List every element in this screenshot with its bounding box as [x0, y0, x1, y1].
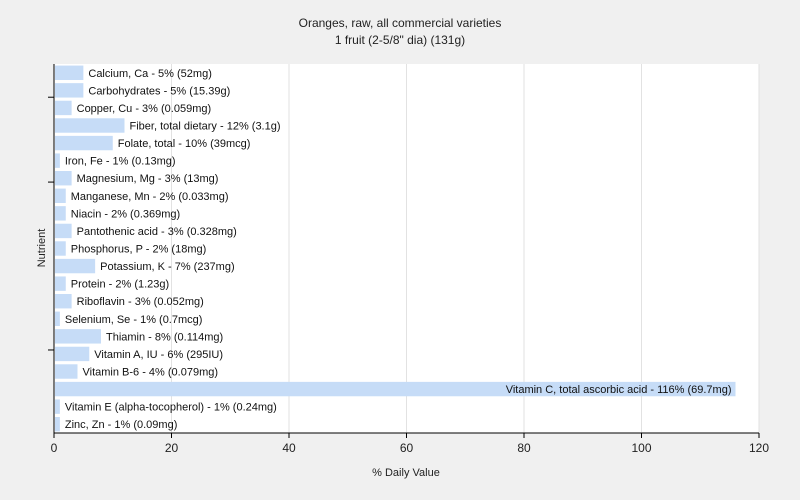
bar-label: Vitamin A, IU - 6% (295IU) — [94, 349, 223, 361]
bar — [55, 153, 60, 168]
x-tick-label: 80 — [517, 441, 531, 455]
x-tick-label: 20 — [165, 441, 179, 455]
x-tick-label: 0 — [51, 441, 58, 455]
bar — [55, 223, 72, 239]
bar-label: Folate, total - 10% (39mcg) — [118, 138, 251, 150]
axes: 0 20 40 60 80 100 120 — [48, 64, 769, 455]
bar — [55, 241, 66, 256]
bar-label: Vitamin E (alpha-tocopherol) - 1% (0.24m… — [65, 402, 277, 414]
bar — [55, 100, 72, 116]
bar-label: Iron, Fe - 1% (0.13mg) — [65, 156, 176, 168]
bar — [55, 65, 84, 80]
bar — [55, 329, 101, 344]
bars: Calcium, Ca - 5% (52mg) Carbohydrates - 5… — [55, 65, 736, 432]
bar — [55, 364, 78, 379]
bar — [55, 399, 60, 414]
bar-label: Copper, Cu - 3% (0.059mg) — [77, 103, 212, 115]
bar — [55, 294, 72, 309]
bar-label: Selenium, Se - 1% (0.7mcg) — [65, 314, 203, 326]
bar-label: Potassium, K - 7% (237mg) — [100, 261, 235, 273]
bar-label: Manganese, Mn - 2% (0.033mg) — [71, 191, 229, 203]
x-axis-title: % Daily Value — [372, 467, 440, 479]
x-tick-label: 40 — [282, 441, 296, 455]
bar — [55, 135, 113, 151]
bar-label: Calcium, Ca - 5% (52mg) — [88, 68, 211, 80]
bar-label: Vitamin C, total ascorbic acid - 116% (6… — [506, 384, 732, 396]
bar-label: Protein - 2% (1.23g) — [71, 279, 169, 291]
y-axis-title: Nutrient — [36, 229, 48, 268]
bar — [55, 311, 60, 326]
x-tick-label: 60 — [400, 441, 414, 455]
bar — [55, 381, 736, 397]
bar — [55, 83, 84, 98]
bar — [55, 118, 125, 133]
grid-lines — [171, 64, 760, 433]
bar-label: Magnesium, Mg - 3% (13mg) — [77, 173, 219, 185]
bar-label: Niacin - 2% (0.369mg) — [71, 208, 180, 220]
bar — [55, 276, 66, 291]
bar — [55, 188, 66, 203]
bar-label: Riboflavin - 3% (0.052mg) — [77, 296, 204, 308]
bar — [55, 258, 96, 274]
bar-label: Pantothenic acid - 3% (0.328mg) — [77, 226, 237, 238]
chart-subtitle: 1 fruit (2-5/8" dia) (131g) — [335, 33, 465, 47]
bar-label: Phosphorus, P - 2% (18mg) — [71, 244, 207, 256]
x-tick-label: 120 — [749, 441, 769, 455]
bar-label: Fiber, total dietary - 12% (3.1g) — [130, 121, 281, 133]
bar — [55, 417, 60, 432]
bar-label: Thiamin - 8% (0.114mg) — [106, 331, 223, 343]
bar — [55, 206, 66, 221]
x-tick-label: 100 — [631, 441, 651, 455]
bar-label: Carbohydrates - 5% (15.39g) — [88, 85, 230, 97]
chart-title: Oranges, raw, all commercial varieties — [299, 16, 502, 30]
bar-label: Vitamin B-6 - 4% (0.079mg) — [83, 367, 219, 379]
bar — [55, 346, 90, 362]
bar — [55, 171, 72, 186]
bar-label: Zinc, Zn - 1% (0.09mg) — [65, 419, 177, 431]
